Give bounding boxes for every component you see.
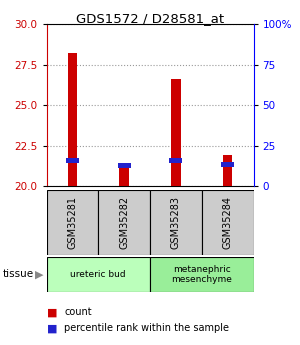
Bar — [46, 190, 98, 255]
Text: GDS1572 / D28581_at: GDS1572 / D28581_at — [76, 12, 224, 25]
Bar — [223, 156, 232, 186]
Text: ▶: ▶ — [34, 269, 43, 279]
Text: count: count — [64, 307, 92, 317]
Bar — [150, 257, 254, 292]
Text: ■: ■ — [46, 324, 57, 333]
Bar — [66, 158, 79, 163]
Bar — [169, 158, 182, 163]
Text: GSM35282: GSM35282 — [119, 196, 129, 249]
Bar — [118, 163, 130, 168]
Bar — [119, 165, 129, 186]
Text: ureteric bud: ureteric bud — [70, 270, 126, 279]
Text: ■: ■ — [46, 307, 57, 317]
Text: tissue: tissue — [3, 269, 34, 279]
Bar — [171, 79, 181, 186]
Text: metanephric
mesenchyme: metanephric mesenchyme — [171, 265, 232, 284]
Bar — [98, 190, 150, 255]
Text: GSM35281: GSM35281 — [68, 196, 77, 249]
Text: GSM35283: GSM35283 — [171, 196, 181, 249]
Bar — [46, 257, 150, 292]
Bar — [221, 162, 234, 167]
Bar — [150, 190, 202, 255]
Text: GSM35284: GSM35284 — [223, 196, 232, 249]
Bar — [68, 53, 77, 186]
Bar — [202, 190, 254, 255]
Text: percentile rank within the sample: percentile rank within the sample — [64, 324, 230, 333]
